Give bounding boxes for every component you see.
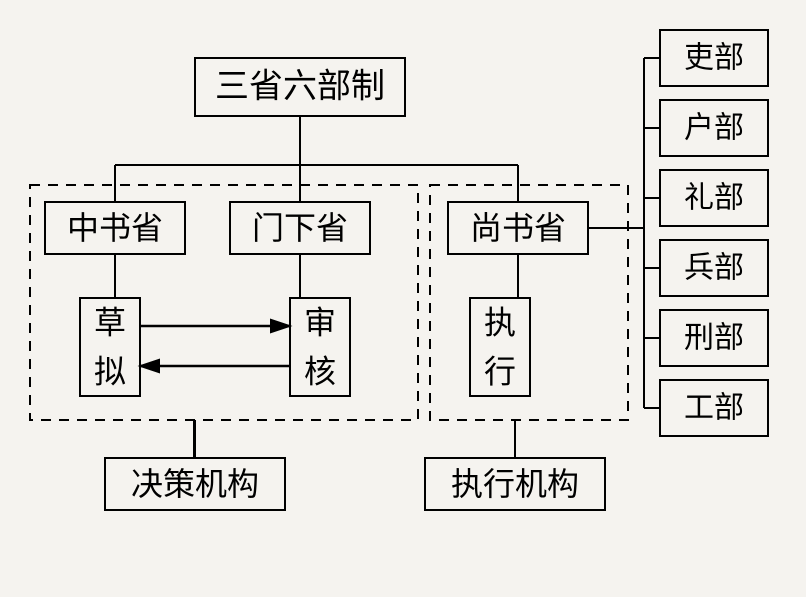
organ-decision-label: 决策机构 <box>131 466 259 502</box>
func-zhongshu-char0: 草 <box>94 305 126 341</box>
func-shangshu-char1: 行 <box>484 354 516 390</box>
func-shangshu-char0: 执 <box>484 305 516 341</box>
ministry-5-label: 工部 <box>684 392 744 425</box>
province-zhongshu-label: 中书省 <box>67 210 163 246</box>
func-menxia-char1: 核 <box>304 354 336 390</box>
func-menxia-char0: 审 <box>304 305 336 341</box>
ministry-3-label: 兵部 <box>684 252 744 285</box>
organ-execution-label: 执行机构 <box>451 466 579 502</box>
ministry-0-label: 吏部 <box>684 42 744 75</box>
province-shangshu-label: 尚书省 <box>470 210 566 246</box>
ministry-4-label: 刑部 <box>684 322 744 355</box>
ministry-2-label: 礼部 <box>684 182 744 215</box>
province-menxia-label: 门下省 <box>252 210 348 246</box>
title-text: 三省六部制 <box>215 68 385 106</box>
func-zhongshu-char1: 拟 <box>94 354 126 390</box>
ministry-1-label: 户部 <box>684 112 744 145</box>
org-chart: 三省六部制中书省 门下省 尚书省草拟 审核 执行 吏部户部礼部兵部刑部工部决策机构 执行机构 <box>0 0 806 597</box>
